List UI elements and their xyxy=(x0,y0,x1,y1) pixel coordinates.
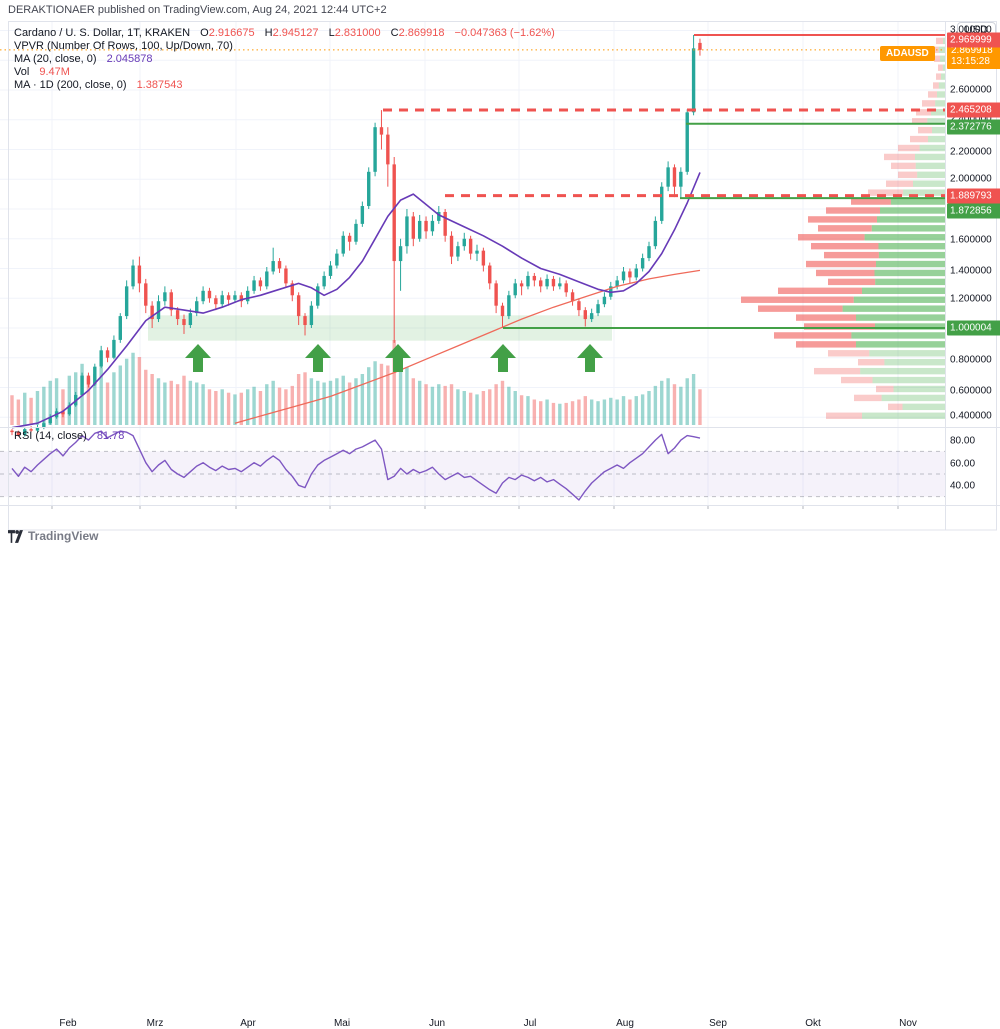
main-legend: Cardano / U. S. Dollar, 1T, KRAKEN O2.91… xyxy=(14,27,555,92)
price-tick: 2.600000 xyxy=(950,84,992,96)
ma200-value: 1.387543 xyxy=(136,79,183,91)
price-level-tag: 2.969999 xyxy=(947,32,1000,48)
price-tick: 0.600000 xyxy=(950,385,992,397)
price-tick: 0.400000 xyxy=(950,410,992,422)
tradingview-logo-text: TradingView xyxy=(28,529,99,543)
high-value: 2.945127 xyxy=(272,27,319,39)
ma200-legend-row[interactable]: MA · 1D (200, close, 0) 1.387543 xyxy=(14,79,183,91)
rsi-legend-row[interactable]: RSI (14, close) 81.78 xyxy=(14,430,125,442)
time-axis-month: Feb xyxy=(59,1018,77,1029)
rsi-tick: 80.00 xyxy=(950,435,976,447)
time-axis-month: Apr xyxy=(240,1018,256,1029)
tradingview-logo-icon xyxy=(8,529,23,543)
time-axis-month: Mrz xyxy=(146,1018,164,1029)
price-tick-partial: 3.000000 xyxy=(950,24,992,36)
price-tick: 2.000000 xyxy=(950,173,992,185)
time-axis-month: Mai xyxy=(333,1018,351,1029)
ma20-value: 2.045878 xyxy=(106,53,153,65)
price-tick: 1.200000 xyxy=(950,293,992,305)
price-level-tag: 1.889793 xyxy=(947,188,1000,204)
symbol-title: Cardano / U. S. Dollar, 1T, KRAKEN xyxy=(14,27,191,39)
price-tick: 0.800000 xyxy=(950,354,992,366)
time-axis-month: Nov xyxy=(899,1018,917,1029)
ma20-legend-row[interactable]: MA (20, close, 0) 2.045878 xyxy=(14,53,153,65)
time-axis-month: Jul xyxy=(523,1018,537,1029)
price-tick-partial: 2.400000 xyxy=(950,114,992,125)
open-value: 2.916675 xyxy=(208,27,255,39)
symbol-legend-row[interactable]: Cardano / U. S. Dollar, 1T, KRAKEN O2.91… xyxy=(14,27,555,39)
symbol-price-tag: ADAUSD xyxy=(880,46,935,61)
price-level-tag: 1.872856 xyxy=(947,203,1000,219)
time-axis-month: Jun xyxy=(428,1018,446,1029)
price-level-tag: 1.000004 xyxy=(947,320,1000,336)
time-axis[interactable]: Feb Mrz Apr Mai Jun Jul Aug Sep Okt Nov xyxy=(0,506,1000,1029)
price-tick: 2.200000 xyxy=(950,146,992,158)
close-value: 2.869918 xyxy=(398,27,445,39)
rsi-tick: 60.00 xyxy=(950,458,976,470)
time-axis-month: Aug xyxy=(616,1018,634,1029)
vpvr-legend-row[interactable]: VPVR (Number Of Rows, 100, Up/Down, 70) xyxy=(14,40,233,52)
price-level-tag: 2.372776 xyxy=(947,119,1000,135)
time-axis-month: Sep xyxy=(709,1018,727,1029)
rsi-value: 81.78 xyxy=(96,430,125,442)
price-level-tag: 2.465208 xyxy=(947,102,1000,118)
time-axis-month: Okt xyxy=(805,1018,821,1029)
current-price-value: 2.869918 xyxy=(951,45,993,56)
volume-legend-row[interactable]: Vol 9.47M xyxy=(14,66,70,78)
price-tick: 1.400000 xyxy=(950,265,992,277)
footer-brand[interactable]: TradingView xyxy=(8,529,98,543)
attribution-text: DERAKTIONAER published on TradingView.co… xyxy=(8,4,387,16)
chart-canvas[interactable] xyxy=(0,0,1000,548)
low-value: 2.831000 xyxy=(334,27,381,39)
volume-value: 9.47M xyxy=(39,66,70,78)
change-value: −0.047363 (−1.62%) xyxy=(454,27,555,39)
current-price-countdown: 13:15:28 xyxy=(951,56,990,67)
price-tick: 1.600000 xyxy=(950,234,992,246)
rsi-tick: 40.00 xyxy=(950,480,976,492)
